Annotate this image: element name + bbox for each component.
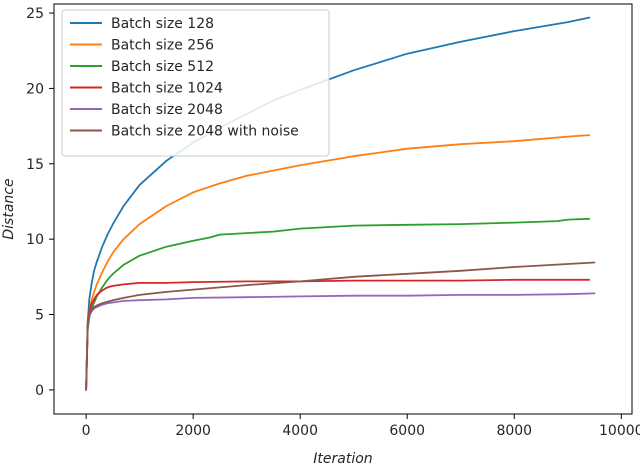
- legend-label: Batch size 1024: [111, 81, 223, 97]
- legend-label: Batch size 128: [111, 16, 214, 32]
- x-tick-label: 4000: [282, 423, 318, 439]
- x-tick-label: 0: [82, 423, 91, 439]
- legend-box: [61, 9, 330, 157]
- y-tick-label: 5: [35, 308, 44, 324]
- y-tick-label: 10: [26, 232, 44, 248]
- x-axis-label: Iteration: [313, 451, 372, 467]
- y-tick-label: 0: [35, 383, 44, 399]
- x-axis: 0 2000 4000 6000 8000 10000: [82, 414, 640, 439]
- y-axis: 0 5 10 15 20 25: [26, 6, 54, 399]
- series-line-1: [85, 16, 591, 391]
- series-line-3: [85, 217, 591, 391]
- x-tick-label: 8000: [496, 423, 532, 439]
- series-line-2: [85, 134, 591, 391]
- plot-frame: [53, 3, 633, 415]
- series-line-6: [85, 261, 596, 391]
- x-tick-label: 2000: [175, 423, 211, 439]
- x-tick-label: 10000: [599, 423, 640, 439]
- y-axis-label: Distance: [1, 178, 17, 239]
- series-line-4: [85, 278, 591, 391]
- legend-label: Batch size 512: [111, 59, 214, 75]
- y-tick-label: 15: [26, 157, 44, 173]
- legend-label: Batch size 256: [111, 38, 214, 54]
- series-layer: [85, 16, 596, 391]
- legend: Batch size 128 Batch size 256 Batch size 5…: [61, 9, 330, 157]
- y-tick-label: 20: [26, 81, 44, 97]
- y-tick-label: 25: [26, 6, 44, 22]
- series-line-5: [85, 292, 596, 391]
- legend-label: Batch size 2048: [111, 102, 223, 118]
- legend-label: Batch size 2048 with noise: [111, 124, 299, 140]
- x-tick-label: 6000: [389, 423, 425, 439]
